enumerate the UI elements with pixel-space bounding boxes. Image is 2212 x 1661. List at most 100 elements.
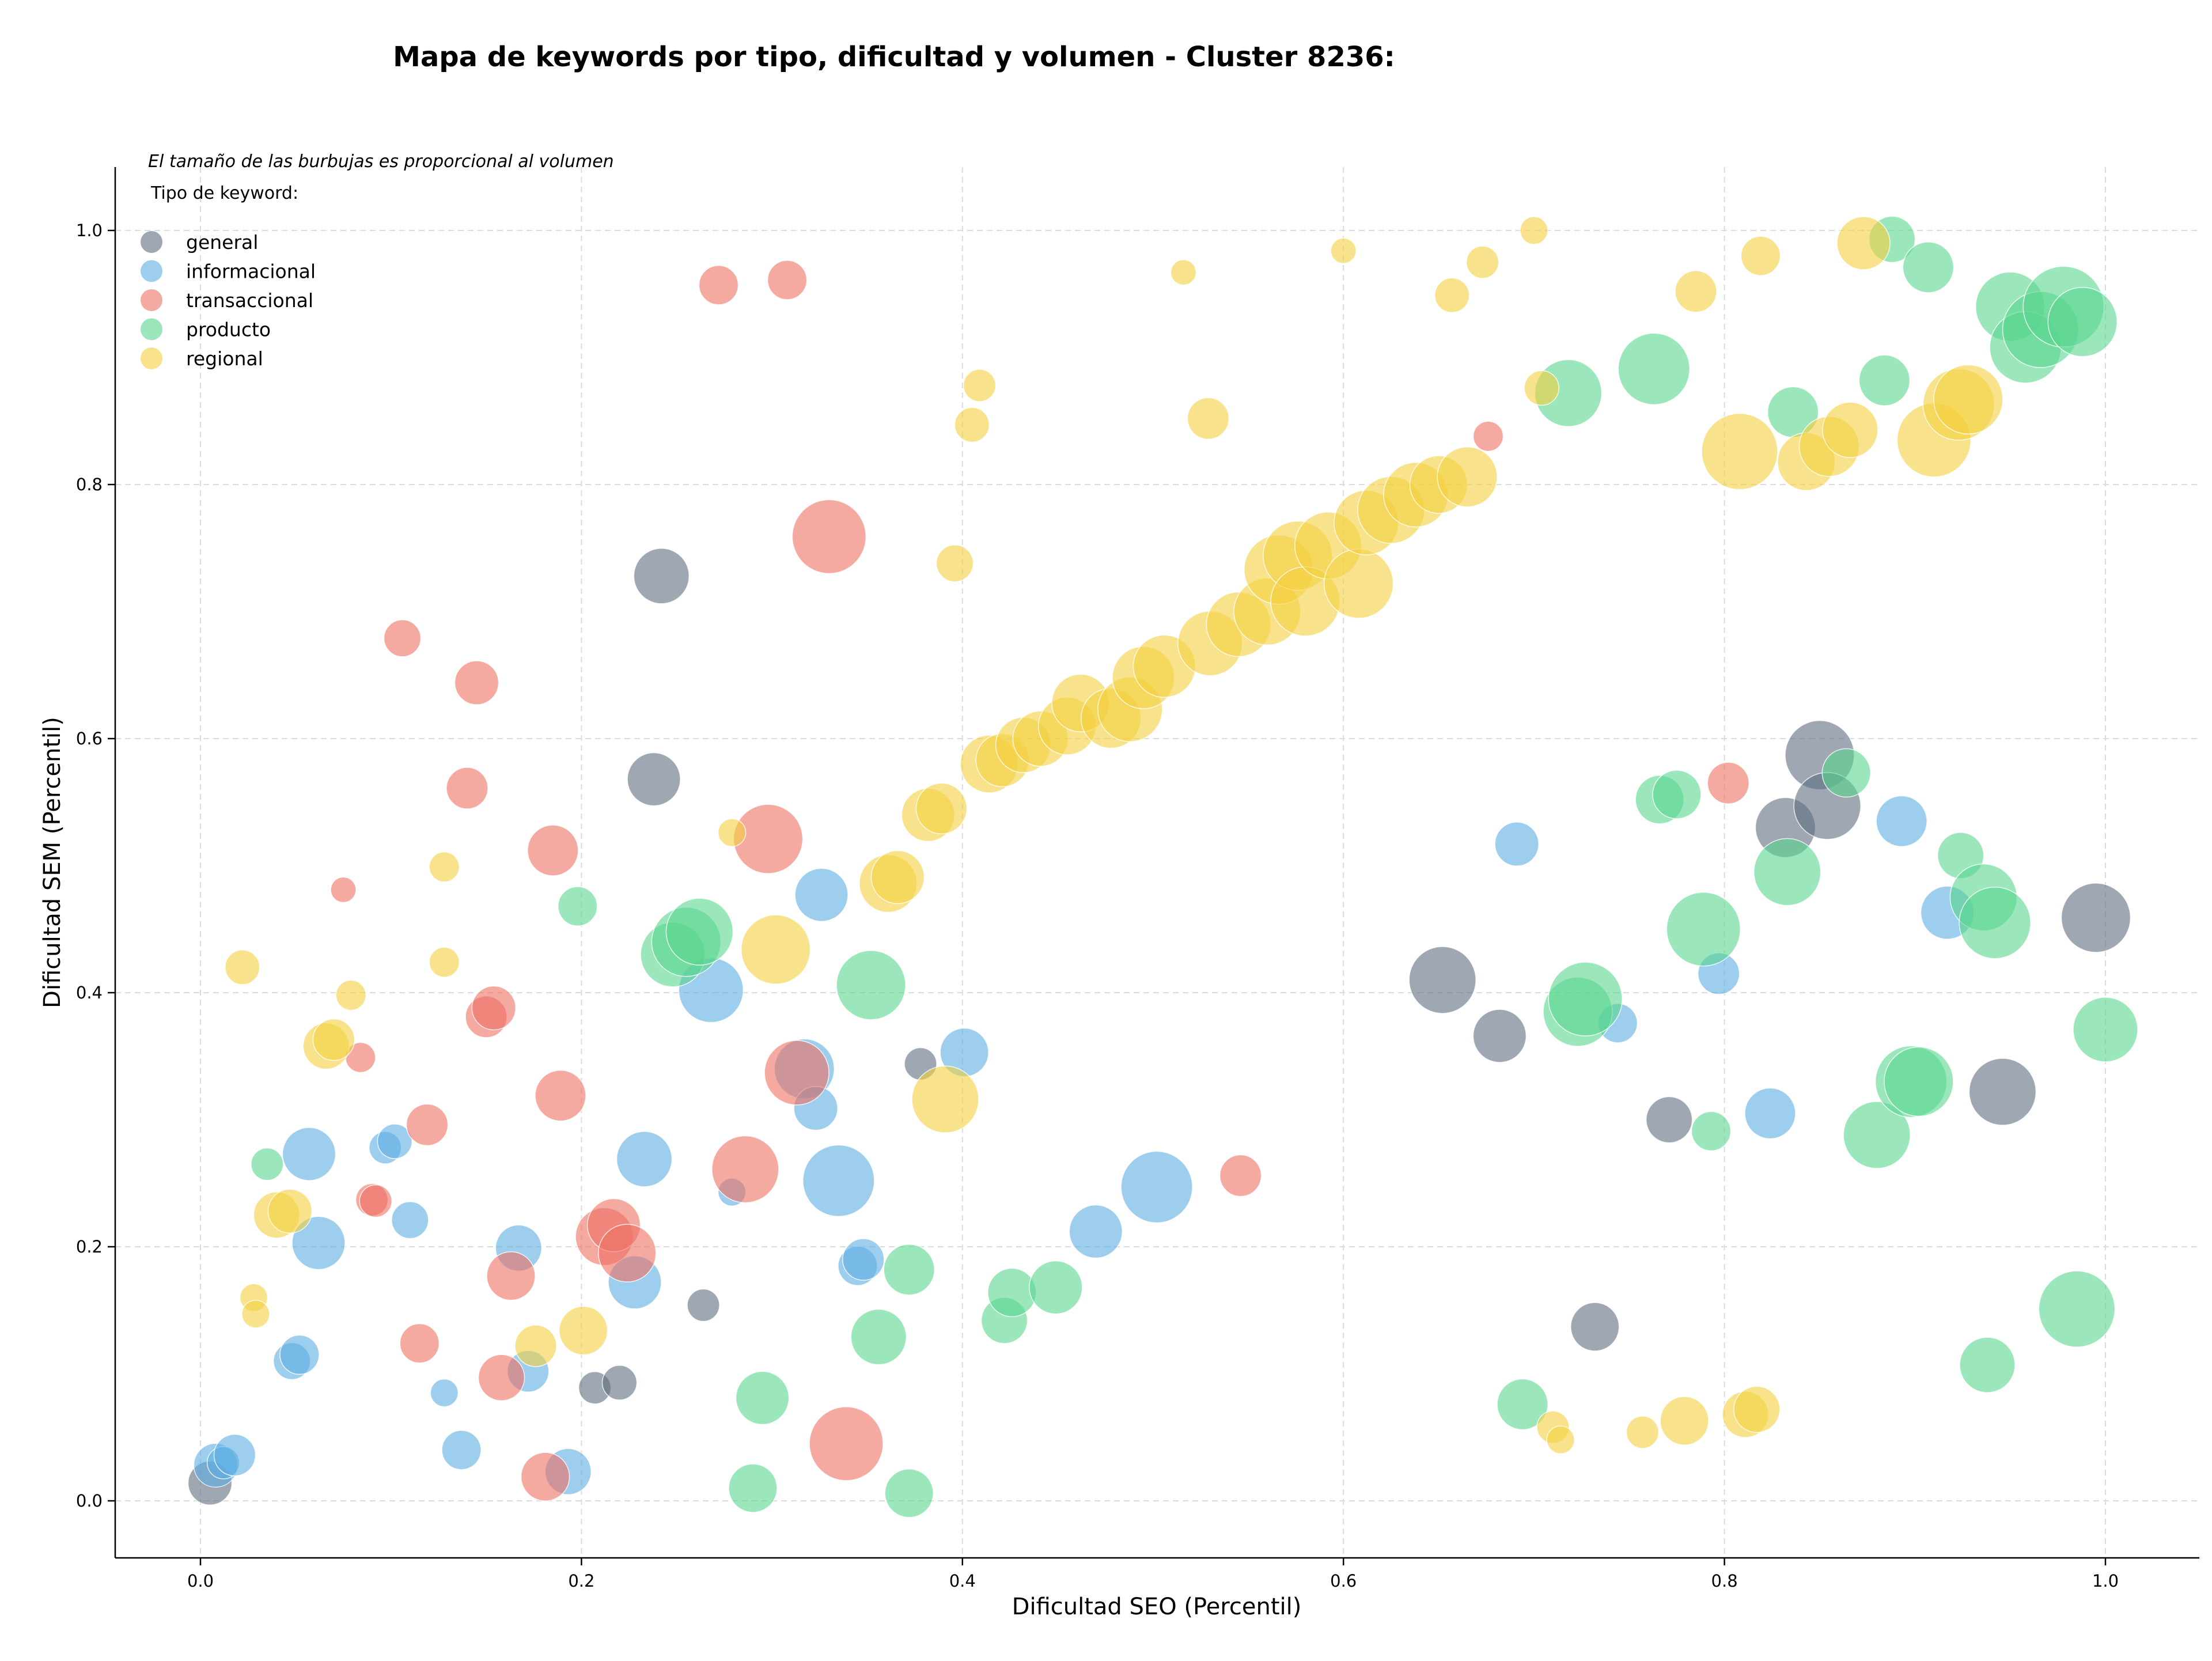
bubble-producto — [884, 1469, 934, 1518]
bubble-producto — [1959, 886, 2031, 959]
bubble-informacional — [842, 1238, 885, 1281]
bubble-transaccional — [330, 876, 357, 903]
bubble-producto — [665, 898, 734, 966]
bubble-regional — [335, 979, 367, 1011]
x-tick-label: 0.2 — [568, 1571, 594, 1591]
bubble-transaccional — [454, 660, 499, 705]
bubble-transaccional — [698, 265, 739, 305]
bubble-informacional — [213, 1433, 256, 1477]
y-tick-label: 1.0 — [76, 221, 103, 240]
bubble-informacional — [441, 1430, 482, 1470]
legend-label-producto: producto — [186, 319, 271, 341]
bubble-producto — [1858, 354, 1911, 406]
x-tick-label: 0.0 — [187, 1571, 214, 1591]
bubble-transaccional — [406, 1103, 449, 1147]
bubble-regional — [1323, 548, 1394, 619]
bubble-producto — [836, 950, 906, 1020]
legend-label-regional: regional — [186, 347, 263, 370]
series-transaccional — [330, 260, 1749, 1501]
legend-title: Tipo de keyword: — [150, 183, 298, 203]
bubble-producto — [1843, 1101, 1911, 1169]
legend: El tamaño de las burbujas es proporciona… — [141, 152, 614, 370]
bubble-general — [633, 548, 690, 604]
bubble-regional — [870, 850, 925, 905]
bubble-transaccional — [598, 1224, 657, 1282]
bubble-transaccional — [767, 260, 808, 300]
bubble-regional — [1434, 277, 1470, 313]
bubble-transaccional — [478, 1354, 525, 1401]
bubble-regional — [1733, 1386, 1781, 1433]
points-layer — [187, 215, 2138, 1518]
bubble-regional — [911, 1065, 979, 1133]
bubble-transaccional — [764, 1040, 830, 1106]
bubble-producto — [1666, 892, 1741, 967]
bubble-regional — [1822, 402, 1878, 458]
bubble-regional — [1836, 216, 1891, 270]
bubble-producto — [2038, 1270, 2116, 1348]
bubble-regional — [1626, 1416, 1660, 1449]
y-tick-label: 0.8 — [76, 475, 103, 494]
bubble-regional — [954, 407, 990, 443]
bubble-producto — [1029, 1260, 1083, 1315]
legend-label-general: general — [186, 231, 258, 253]
bubble-producto — [558, 886, 598, 926]
bubble-regional — [935, 544, 974, 582]
y-axis-label: Dificultad SEM (Percentil) — [39, 717, 66, 1008]
bubble-general — [1570, 1302, 1620, 1352]
x-axis-label: Dificultad SEO (Percentil) — [1012, 1594, 1302, 1620]
bubble-producto — [1902, 241, 1955, 293]
legend-marker-producto — [141, 318, 162, 340]
bubble-producto — [1618, 332, 1690, 406]
legend-marker-transaccional — [141, 289, 162, 311]
bubble-informacional — [282, 1127, 336, 1181]
bubble-informacional — [1876, 795, 1927, 847]
bubble-transaccional — [399, 1323, 440, 1364]
bubble-informacional — [391, 1201, 429, 1239]
bubble-transaccional — [383, 619, 422, 657]
bubble-regional — [740, 914, 811, 985]
bubble-regional — [241, 1300, 270, 1329]
bubble-regional — [1675, 270, 1717, 313]
bubble-informacional — [1744, 1087, 1796, 1140]
bubble-transaccional — [486, 1251, 536, 1301]
bubble-regional — [225, 949, 260, 985]
bubble-regional — [1170, 259, 1197, 286]
bubble-regional — [429, 851, 460, 883]
bubble-informacional — [1120, 1151, 1193, 1224]
bubble-regional — [558, 1306, 608, 1356]
bubble-regional — [1330, 237, 1357, 264]
bubble-producto — [883, 1243, 935, 1296]
bubble-transaccional — [471, 985, 517, 1031]
bubble-producto — [987, 1267, 1037, 1318]
bubble-regional — [1187, 397, 1230, 440]
bubble-informacional — [291, 1216, 346, 1270]
bubble-regional — [1546, 1425, 1575, 1454]
legend-marker-general — [141, 231, 162, 253]
bubble-informacional — [279, 1334, 320, 1375]
bubble-regional — [963, 369, 997, 402]
bubble-regional — [717, 818, 747, 847]
bubble-regional — [1701, 413, 1778, 490]
bubble-regional — [1465, 245, 1499, 279]
bubble-general — [1408, 946, 1476, 1014]
bubble-producto — [2073, 997, 2138, 1062]
bubble-regional — [1524, 370, 1559, 406]
bubble-transaccional — [520, 1452, 570, 1501]
bubble-producto — [728, 1463, 778, 1513]
bubble-informacional — [794, 868, 849, 922]
y-tick-label: 0.6 — [76, 729, 103, 748]
bubble-regional — [1660, 1396, 1709, 1446]
bubble-producto — [1691, 1111, 1732, 1152]
ticks-layer: 0.0 0.2 0.4 0.6 0.8 1.0 0.0 0.2 0.4 0.6 0.8 1.0 — [76, 221, 2119, 1591]
legend-marker-informacional — [141, 260, 162, 282]
legend-note: El tamaño de las burbujas es proporciona… — [148, 152, 614, 172]
bubble-general — [1968, 1058, 2037, 1126]
bubble-transaccional — [527, 824, 579, 876]
x-tick-label: 0.8 — [1711, 1571, 1738, 1591]
bubble-regional — [1933, 364, 2003, 435]
bubble-regional — [267, 1189, 313, 1234]
bubble-producto — [735, 1371, 790, 1425]
bubble-regional — [429, 947, 460, 978]
y-tick-label: 0.4 — [76, 983, 103, 1002]
